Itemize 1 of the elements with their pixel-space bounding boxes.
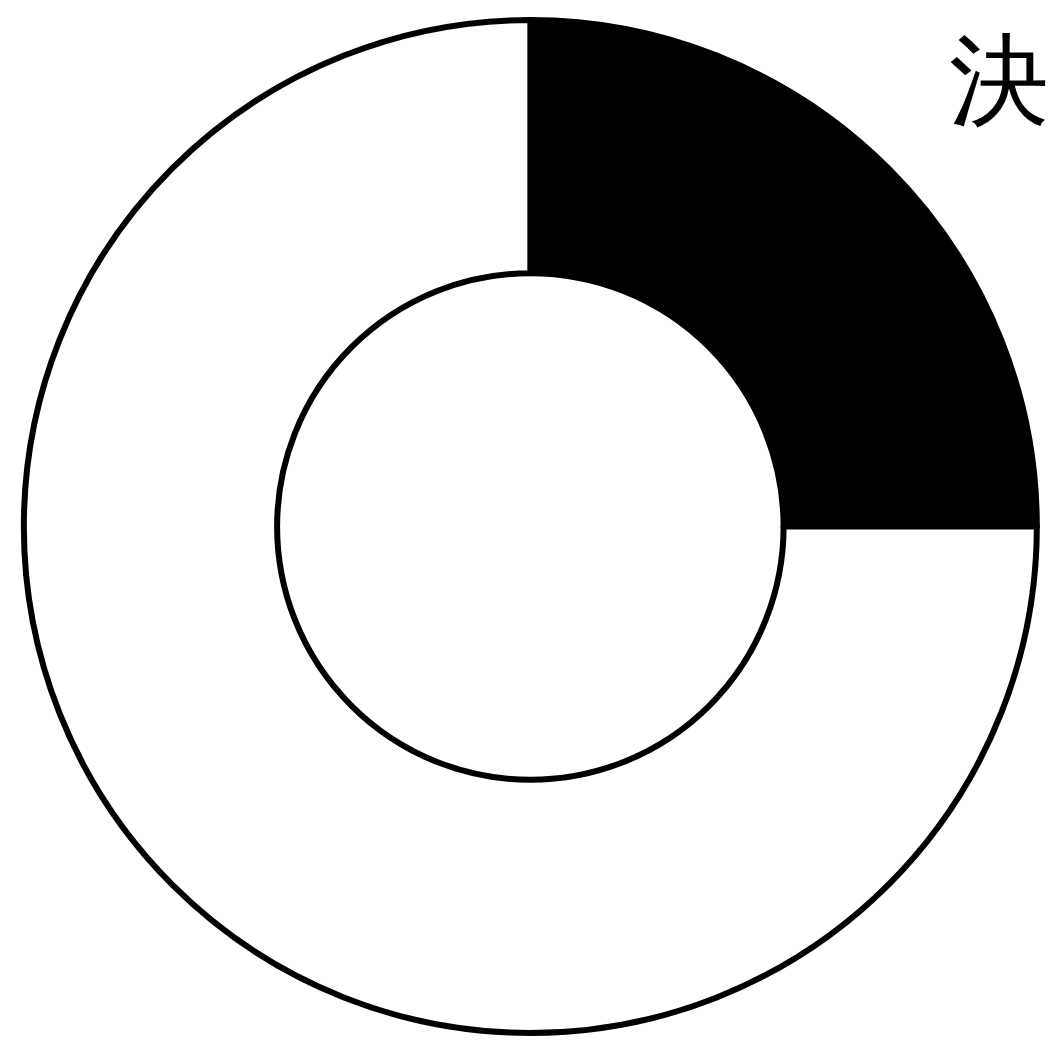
- chart-title: 決: [949, 22, 1049, 139]
